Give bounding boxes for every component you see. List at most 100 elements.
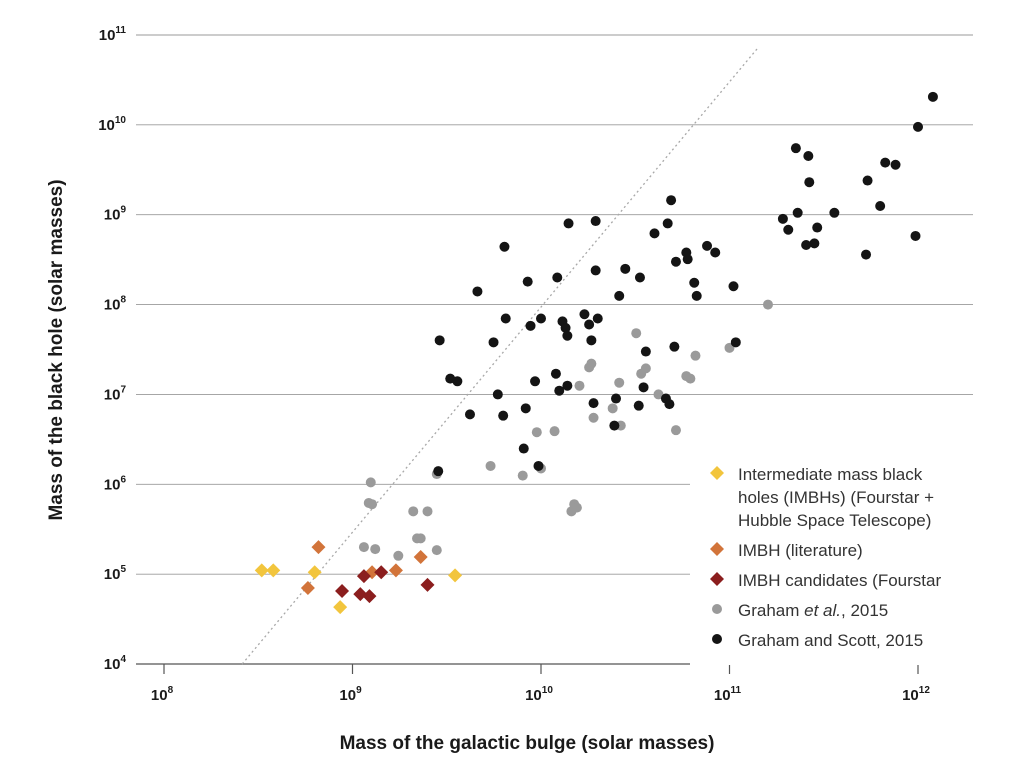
- y-tick-base: 10: [98, 117, 115, 134]
- series-1: [300, 540, 428, 596]
- legend-label: Intermediate mass black: [738, 465, 923, 484]
- y-tick-exponent: 5: [120, 564, 126, 575]
- y-tick-label: 109: [104, 205, 127, 224]
- data-point: [472, 286, 483, 297]
- data-point: [588, 412, 599, 423]
- y-tick-base: 10: [104, 566, 121, 583]
- data-point: [640, 346, 651, 357]
- data-points: [254, 91, 938, 615]
- legend-circle-swatch: [712, 634, 722, 644]
- data-point: [691, 290, 702, 301]
- data-point: [266, 563, 281, 578]
- y-tick-base: 10: [104, 656, 121, 673]
- data-point: [408, 506, 419, 517]
- data-point: [640, 363, 651, 374]
- data-point: [829, 207, 840, 218]
- legend-label: Hubble Space Telescope): [738, 511, 931, 530]
- data-point: [254, 563, 269, 578]
- reference-line-layer: [241, 48, 758, 665]
- y-axis-title: Mass of the black hole (solar masses): [46, 179, 67, 520]
- y-tick-label: 108: [104, 295, 127, 314]
- x-tick-base: 10: [151, 687, 168, 704]
- x-tick-base: 10: [525, 687, 542, 704]
- data-point: [638, 382, 649, 393]
- data-point: [499, 241, 510, 252]
- data-point: [634, 272, 645, 283]
- data-point: [370, 544, 381, 555]
- series-0: [254, 563, 463, 615]
- x-tick-label: 1012: [902, 685, 930, 704]
- data-point: [300, 581, 315, 596]
- data-point: [562, 380, 573, 391]
- data-point: [803, 151, 814, 162]
- data-point: [452, 376, 463, 387]
- x-tick-base: 10: [902, 687, 919, 704]
- data-point: [783, 224, 794, 235]
- data-point: [620, 263, 631, 274]
- y-tick-exponent: 10: [115, 115, 127, 126]
- data-point: [664, 399, 675, 410]
- x-tick-label: 109: [339, 685, 362, 704]
- reference-line: [241, 48, 758, 665]
- data-point: [311, 540, 326, 555]
- data-point: [522, 276, 533, 287]
- legend-label: IMBH candidates (Fourstar: [738, 571, 941, 590]
- x-tick-exponent: 10: [542, 685, 554, 696]
- x-tick-exponent: 9: [356, 685, 362, 696]
- data-point: [586, 358, 597, 369]
- y-tick-label: 1011: [99, 25, 127, 44]
- y-tick-label: 106: [104, 474, 127, 493]
- y-tick-label: 107: [104, 384, 127, 403]
- y-tick-label: 104: [104, 654, 127, 673]
- data-point: [307, 565, 322, 580]
- data-point: [812, 222, 823, 233]
- data-point: [910, 230, 921, 241]
- data-point: [579, 309, 590, 320]
- data-point: [666, 195, 677, 206]
- data-point: [571, 502, 582, 513]
- data-point: [536, 313, 546, 324]
- legend-item: IMBH candidates (Fourstar: [710, 571, 941, 590]
- data-point: [607, 403, 618, 414]
- legend-background: [690, 455, 990, 665]
- data-point: [614, 377, 625, 388]
- data-point: [415, 533, 426, 544]
- data-point: [492, 389, 503, 400]
- y-tick-exponent: 7: [120, 384, 126, 395]
- data-point: [356, 569, 371, 584]
- data-point: [862, 175, 873, 186]
- data-point: [518, 443, 529, 454]
- data-point: [609, 420, 620, 431]
- legend-item: Graham et al., 2015: [712, 601, 888, 620]
- data-point: [362, 589, 377, 604]
- data-point: [586, 335, 597, 346]
- data-point: [702, 240, 713, 251]
- data-point: [488, 337, 499, 348]
- data-point: [498, 410, 509, 421]
- data-point: [588, 398, 599, 409]
- x-tick-exponent: 11: [731, 685, 742, 696]
- data-point: [431, 545, 442, 556]
- data-point: [353, 587, 368, 602]
- data-point: [554, 385, 565, 396]
- data-point: [560, 322, 571, 333]
- data-point: [653, 389, 664, 400]
- x-tick-base: 10: [339, 687, 356, 704]
- data-point: [669, 341, 680, 352]
- x-tick-exponent: 8: [168, 685, 174, 696]
- data-point: [422, 506, 433, 517]
- data-point: [388, 563, 403, 578]
- data-point: [614, 290, 625, 301]
- data-point: [801, 240, 812, 251]
- data-point: [584, 319, 595, 330]
- data-point: [413, 550, 428, 565]
- data-point: [433, 466, 444, 477]
- data-point: [335, 583, 350, 598]
- data-point: [531, 427, 542, 438]
- data-point: [517, 470, 528, 481]
- data-point: [434, 335, 445, 346]
- data-point: [367, 499, 378, 510]
